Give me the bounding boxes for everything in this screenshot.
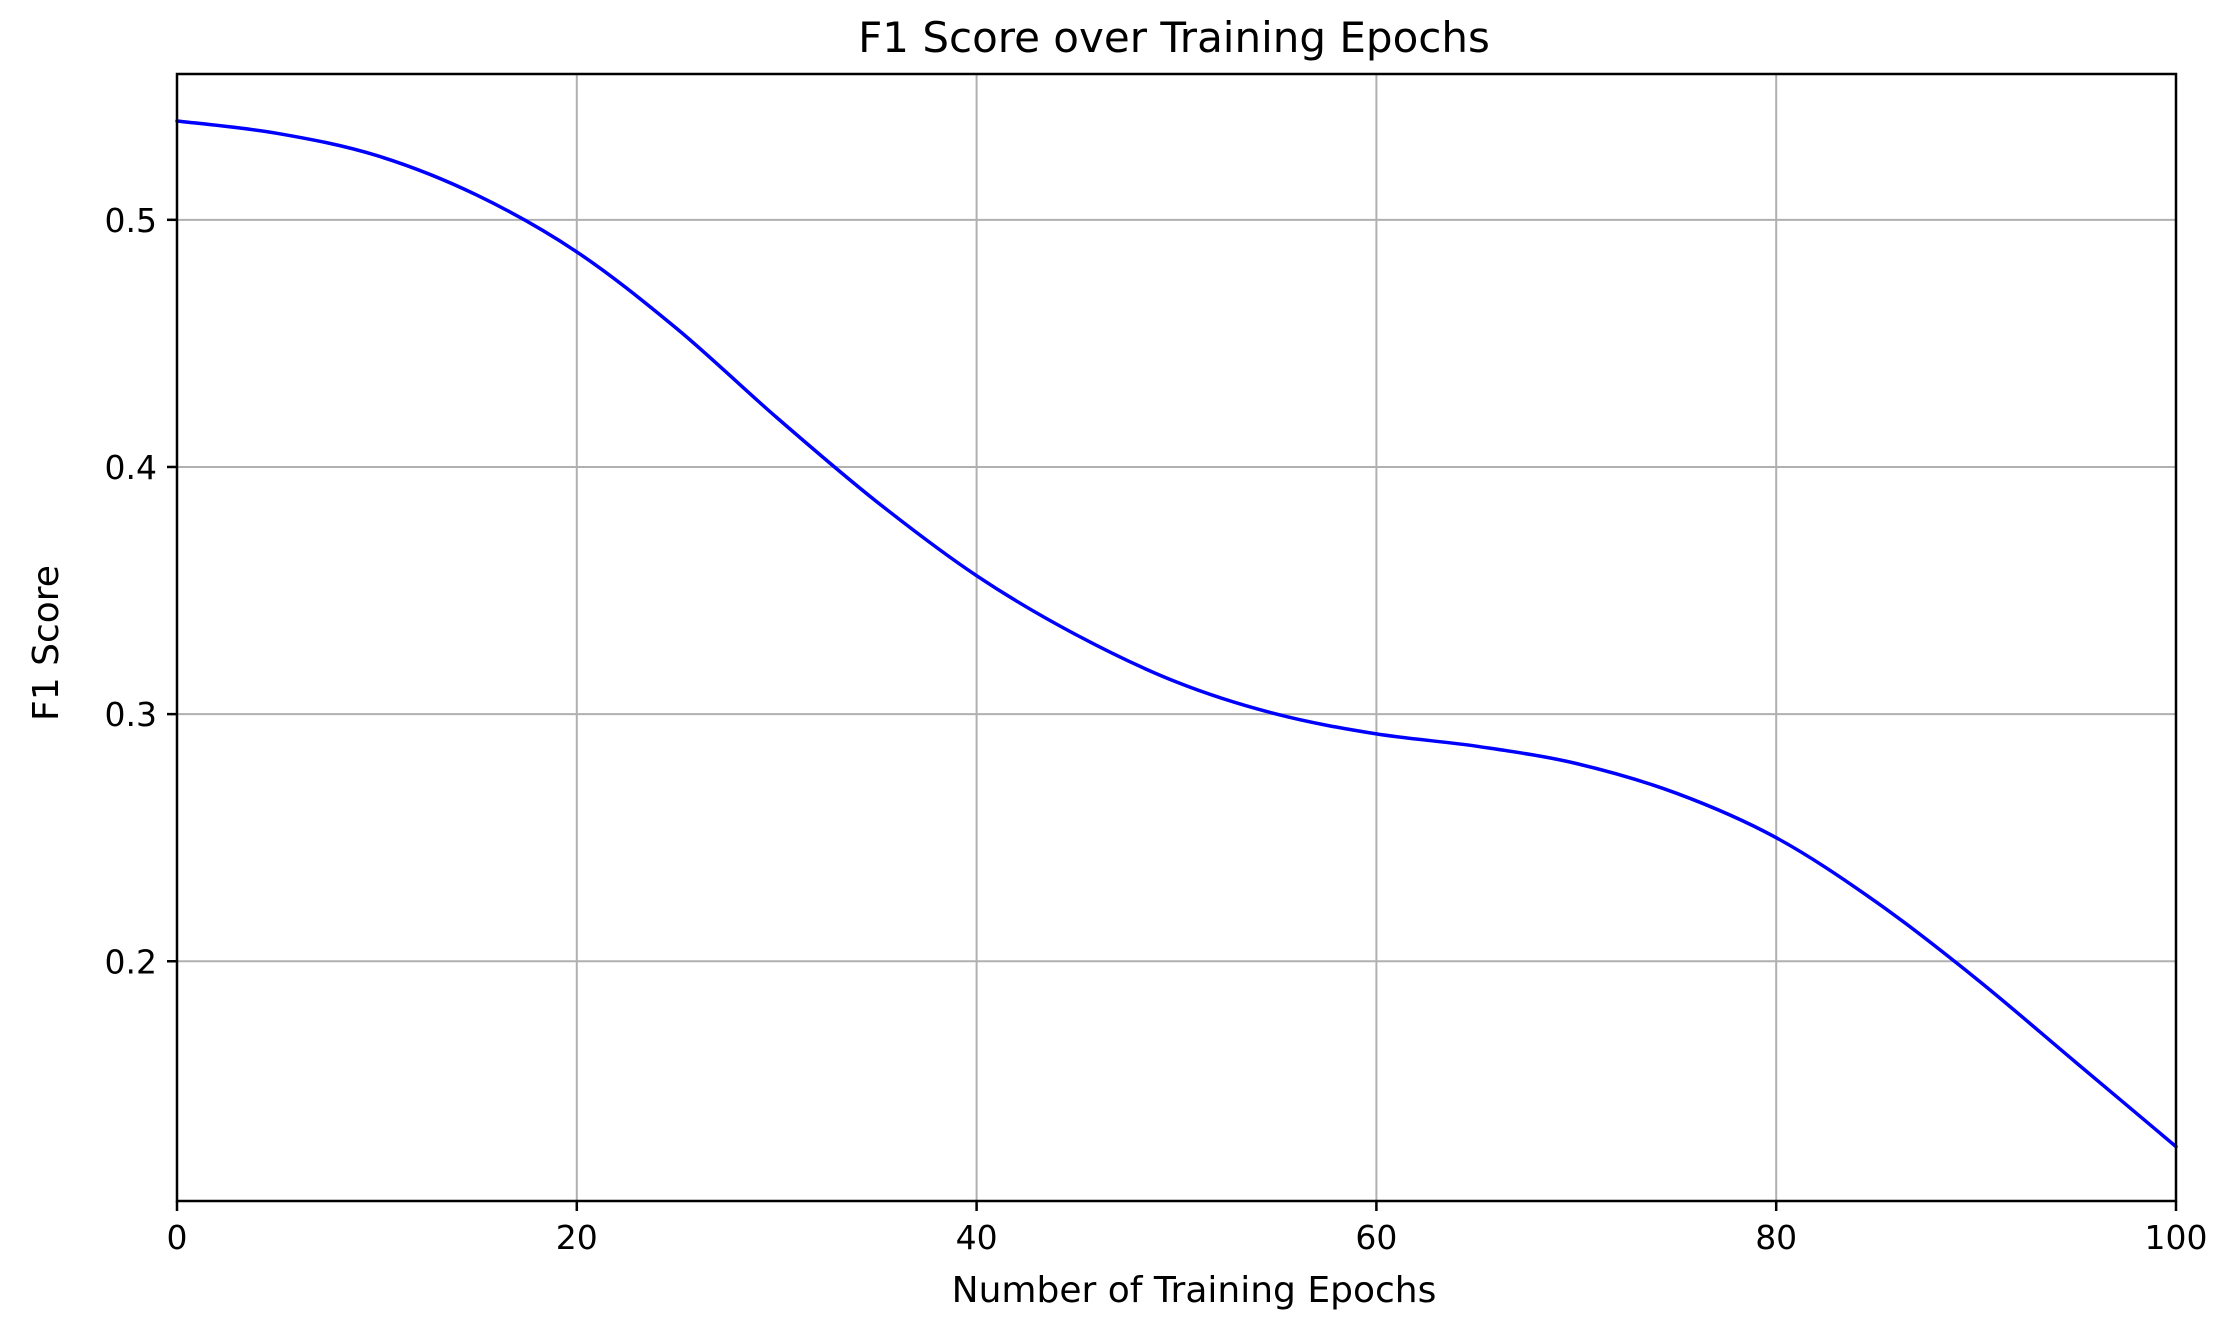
series-line: [175, 119, 2178, 1149]
series-layer: [175, 119, 2178, 1149]
chart-title: F1 Score over Training Epochs: [858, 13, 1490, 62]
y-tick-label: 0.2: [105, 942, 157, 981]
plot-frame: [175, 72, 2178, 1203]
y-tick-label: 0.3: [105, 695, 157, 734]
y-tick-label: 0.4: [105, 448, 157, 487]
x-tick-label: 80: [1755, 1218, 1797, 1257]
y-tick-label: 0.5: [105, 201, 157, 240]
x-tick-label: 100: [2145, 1218, 2208, 1257]
x-tick-label: 60: [1355, 1218, 1397, 1257]
grid: [176, 74, 2177, 1201]
ticks: 0 20 40 60 80 100 0.2 0.3 0.4 0.5: [105, 201, 2208, 1257]
x-tick-label: 40: [956, 1218, 998, 1257]
x-tick-label: 20: [556, 1218, 598, 1257]
y-axis-label: F1 Score: [26, 565, 67, 721]
x-tick-label: 0: [167, 1218, 188, 1257]
x-axis-label: Number of Training Epochs: [952, 1270, 1437, 1311]
